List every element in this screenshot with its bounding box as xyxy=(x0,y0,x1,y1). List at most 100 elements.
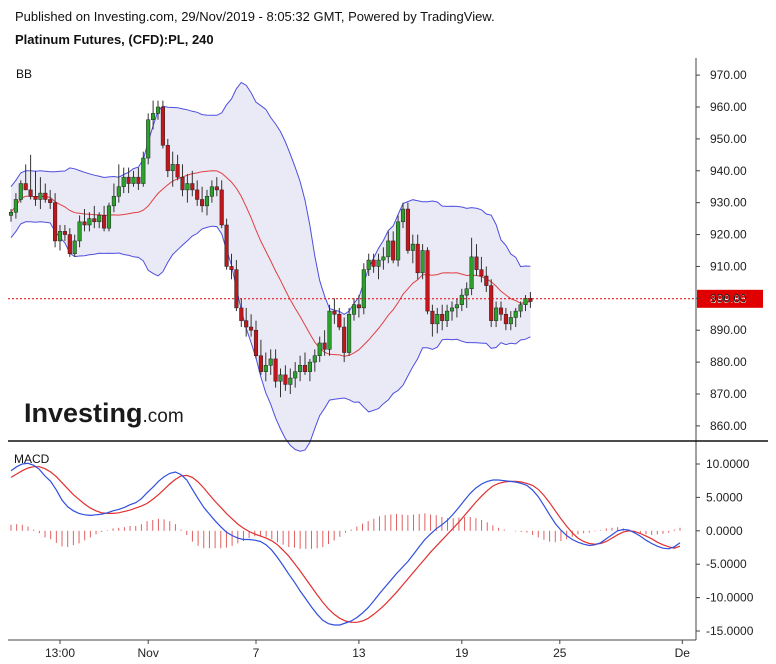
candle-body xyxy=(410,243,415,251)
investing-logo: Investing.com xyxy=(24,398,184,428)
macd-tick-label: 10.0000 xyxy=(706,457,750,471)
candle-body xyxy=(33,196,38,200)
instrument-title: Platinum Futures, (CFD):PL, 240 xyxy=(15,32,214,47)
candle-body xyxy=(8,211,14,216)
price-tick-label: 920.00 xyxy=(710,228,747,242)
candle-body xyxy=(77,221,82,242)
candle-body xyxy=(43,192,48,200)
price-tick-label: 930.00 xyxy=(710,196,747,210)
candle-body xyxy=(111,196,116,207)
candle-body xyxy=(23,183,28,191)
time-tick-label: De xyxy=(675,646,691,660)
candle-body xyxy=(126,176,131,184)
candle-body xyxy=(219,189,224,226)
bb-lower-band xyxy=(10,221,531,452)
candle-body xyxy=(278,374,283,382)
price-tick-label: 900.00 xyxy=(710,291,747,305)
price-tick-label: 870.00 xyxy=(710,387,747,401)
macd-panel-label: MACD xyxy=(14,452,50,466)
candle-body xyxy=(508,317,513,325)
candle-body xyxy=(518,304,523,312)
candle-body xyxy=(92,218,97,223)
candle-body xyxy=(18,183,23,200)
price-tick-label: 960.00 xyxy=(710,100,747,114)
candle-body xyxy=(332,310,337,315)
candle-body xyxy=(312,355,317,363)
candle-body xyxy=(146,119,151,159)
candle-body xyxy=(283,374,288,385)
candle-body xyxy=(200,199,205,207)
candle-body xyxy=(361,269,366,309)
price-tick-label: 910.00 xyxy=(710,259,747,273)
macd-tick-label: -5.0000 xyxy=(706,557,747,571)
candle-body xyxy=(293,371,298,379)
candle-body xyxy=(253,329,259,356)
candle-body xyxy=(131,176,136,184)
axes: BB MACD 899.85 970.00 960.00 950.00 940.00 930.… xyxy=(8,58,768,660)
candle-body xyxy=(136,176,141,184)
bb-upper-band xyxy=(10,81,531,315)
price-tick-label: 950.00 xyxy=(710,132,747,146)
candle-body xyxy=(62,231,67,235)
candle-body xyxy=(494,307,499,321)
candle-body xyxy=(464,288,469,296)
candle-body xyxy=(97,215,102,223)
candle-body xyxy=(371,259,376,267)
macd-line xyxy=(10,462,681,626)
candle-body xyxy=(239,307,244,321)
bb-panel[interactable] xyxy=(8,81,696,452)
price-tick-label: 940.00 xyxy=(710,164,747,178)
candle-body xyxy=(430,310,435,325)
candle-body xyxy=(327,310,332,350)
candle-body xyxy=(170,164,175,172)
macd-tick-label: 5.0000 xyxy=(706,490,743,504)
candle-body xyxy=(195,189,200,200)
candle-body xyxy=(386,240,391,258)
candle-body xyxy=(106,205,112,229)
candle-body xyxy=(67,234,72,254)
macd-tick-label: 0.0000 xyxy=(706,524,743,538)
candle-body xyxy=(38,192,43,200)
candle-body xyxy=(479,269,484,277)
candle-body xyxy=(204,196,210,207)
price-tick-label: 880.00 xyxy=(710,355,747,369)
candle-body xyxy=(449,307,455,312)
last-price-label: 899.85 xyxy=(710,292,747,306)
candle-body xyxy=(87,218,92,226)
candle-body xyxy=(121,176,126,187)
candle-body xyxy=(298,365,303,372)
candle-body xyxy=(454,304,459,309)
candle-body xyxy=(57,231,63,242)
macd-tick-label: -10.0000 xyxy=(706,591,754,605)
candle-body xyxy=(415,243,420,274)
candle-body xyxy=(180,176,185,191)
macd-signal-line xyxy=(10,466,681,623)
candle-body xyxy=(229,266,234,270)
candle-body xyxy=(302,365,308,372)
candle-body xyxy=(474,256,479,270)
candle-body xyxy=(224,224,229,267)
candle-body xyxy=(440,314,445,321)
bb-middle-band xyxy=(10,170,531,357)
candle-body xyxy=(165,145,170,172)
candle-body xyxy=(209,186,214,197)
candle-body xyxy=(445,310,450,321)
candle-body xyxy=(28,189,33,197)
candle-body xyxy=(381,256,386,261)
candle-body xyxy=(356,304,361,309)
candle-body xyxy=(351,304,357,315)
candle-body xyxy=(425,250,430,312)
candle-body xyxy=(141,157,146,184)
candle-body xyxy=(317,342,322,356)
time-tick-label: 25 xyxy=(553,646,567,660)
candle-body xyxy=(116,186,121,197)
macd-tick-label: -15.0000 xyxy=(706,624,754,638)
candle-body xyxy=(185,183,190,191)
candle-body xyxy=(503,314,508,325)
candle-body xyxy=(263,365,268,372)
candle-body xyxy=(102,215,107,229)
candle-body xyxy=(469,256,474,290)
candle-body xyxy=(391,240,396,261)
macd-panel[interactable] xyxy=(10,462,681,626)
